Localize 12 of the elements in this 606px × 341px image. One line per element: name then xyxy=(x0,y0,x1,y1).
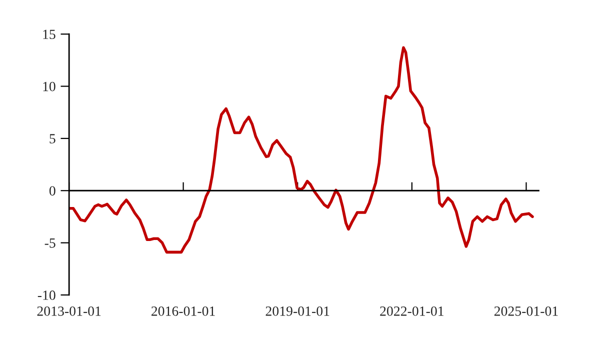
x-tick-label: 2019-01-01 xyxy=(266,306,330,316)
y-tick-label: -5 xyxy=(44,238,56,248)
line-series xyxy=(69,46,534,254)
y-tick-label: 10 xyxy=(43,82,56,92)
x-tick-label: 2025-01-01 xyxy=(494,306,558,316)
y-tick-label: 0 xyxy=(49,186,56,196)
x-tick-label: 2022-01-01 xyxy=(380,306,444,316)
x-tick-label: 2016-01-01 xyxy=(151,306,215,316)
y-tick-label: 15 xyxy=(43,30,56,40)
y-tick-label: -10 xyxy=(38,290,56,300)
y-tick-label: 5 xyxy=(50,134,56,144)
x-tick-label: 2013-01-01 xyxy=(37,306,101,316)
